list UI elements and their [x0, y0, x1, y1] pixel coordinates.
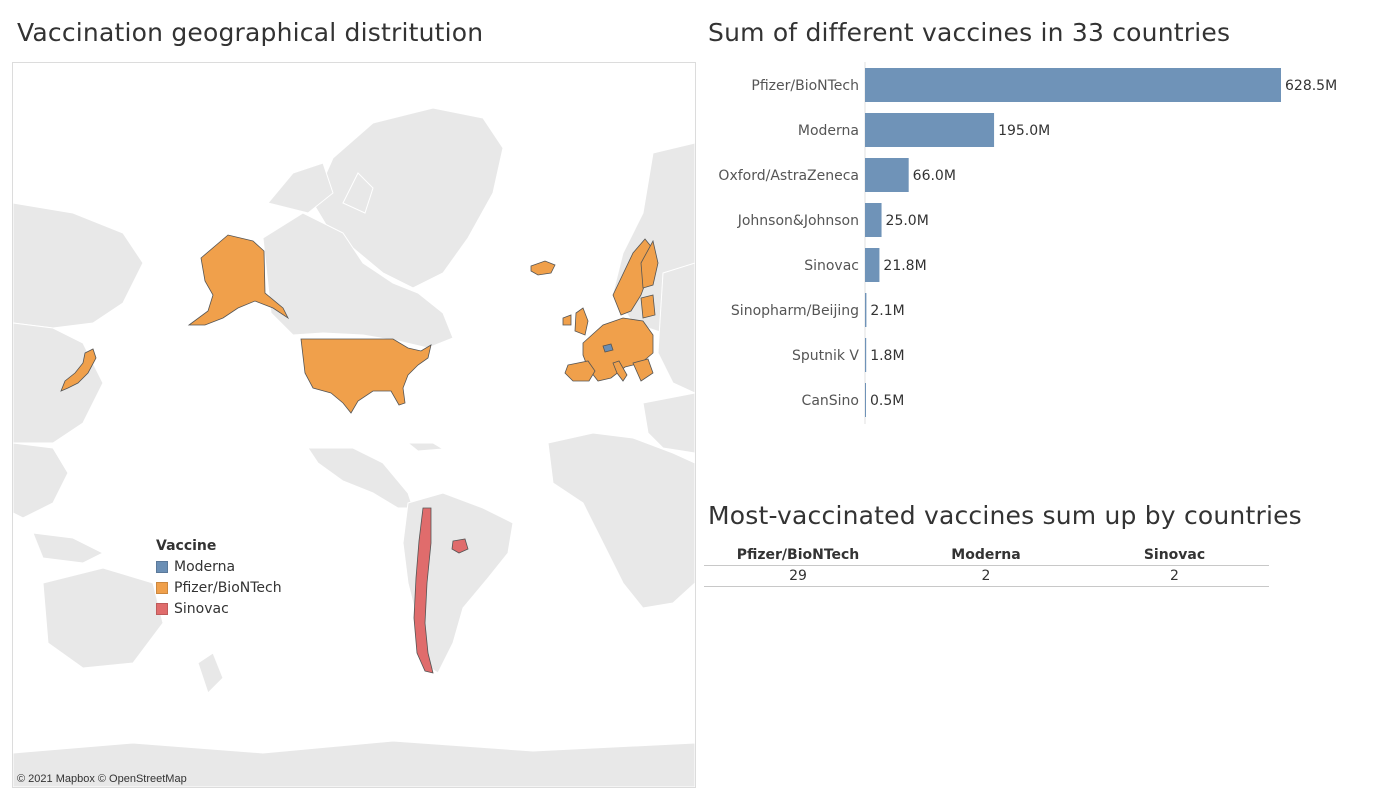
bar-value-label: 0.5M: [870, 393, 904, 409]
japan[interactable]: [60, 348, 97, 392]
uruguay[interactable]: [451, 538, 469, 554]
united-kingdom[interactable]: [574, 307, 589, 336]
bar-category-label: Sinopharm/Beijing: [731, 303, 859, 319]
table-header-cell: Sinovac: [1143, 547, 1206, 563]
bar-value-label: 1.8M: [870, 348, 904, 364]
bar[interactable]: [865, 338, 867, 372]
bar-chart[interactable]: Pfizer/BioNTech 628.5M Moderna 195.0M Oxford…: [700, 60, 1380, 440]
legend-label: Moderna: [174, 558, 236, 575]
table-cell: 2: [981, 568, 991, 584]
bar-value-label: 628.5M: [1285, 78, 1337, 94]
pfizer-countries[interactable]: [60, 234, 659, 414]
bar-chart-title: Sum of different vaccines in 33 countrie…: [708, 18, 1231, 47]
map-attribution[interactable]: © 2021 Mapbox © OpenStreetMap: [17, 773, 187, 785]
chile[interactable]: [413, 507, 434, 674]
baltics[interactable]: [640, 294, 656, 319]
switzerland[interactable]: [602, 343, 614, 353]
bar-value-label: 25.0M: [886, 213, 929, 229]
bar-value-label: 66.0M: [913, 168, 956, 184]
bar[interactable]: [865, 383, 866, 417]
legend-swatch-moderna: [156, 560, 168, 573]
map-legend: Vaccine Moderna Pfizer/BioNTech Sinovac: [156, 538, 282, 619]
bar[interactable]: [865, 248, 880, 282]
bar-category-label: Pfizer/BioNTech: [751, 78, 859, 94]
iberia[interactable]: [564, 360, 596, 382]
table-row[interactable]: 29 2 2: [704, 566, 1269, 587]
alaska[interactable]: [187, 234, 290, 326]
moderna-countries[interactable]: [602, 343, 614, 353]
base-land: [13, 107, 695, 787]
legend-item-sinovac[interactable]: Sinovac: [156, 598, 282, 619]
legend-item-pfizer[interactable]: Pfizer/BioNTech: [156, 577, 282, 598]
summary-table: Pfizer/BioNTech Moderna Sinovac 29 2 2: [704, 545, 1269, 587]
world-map[interactable]: Vaccine Moderna Pfizer/BioNTech Sinovac …: [12, 62, 696, 788]
table-header-row: Pfizer/BioNTech Moderna Sinovac: [704, 545, 1269, 566]
legend-item-moderna[interactable]: Moderna: [156, 556, 282, 577]
bar-category-label: Oxford/AstraZeneca: [718, 168, 859, 184]
legend-label: Pfizer/BioNTech: [174, 579, 282, 596]
ireland[interactable]: [562, 314, 572, 326]
bar-value-label: 2.1M: [870, 303, 904, 319]
table-cell: 2: [1170, 568, 1179, 584]
bar-value-label: 21.8M: [883, 258, 926, 274]
legend-swatch-sinovac: [156, 602, 168, 615]
map-title: Vaccination geographical distritution: [17, 18, 484, 47]
legend-label: Sinovac: [174, 600, 229, 617]
table-cell: 29: [789, 568, 807, 584]
bar-category-label: Sinovac: [804, 258, 859, 274]
bar-value-label: 195.0M: [998, 123, 1050, 139]
legend-swatch-pfizer: [156, 581, 168, 594]
bar[interactable]: [865, 113, 995, 147]
iceland[interactable]: [530, 260, 556, 276]
bar[interactable]: [865, 158, 909, 192]
bar[interactable]: [865, 68, 1281, 102]
sinovac-countries[interactable]: [413, 507, 469, 674]
bar-category-label: Johnson&Johnson: [737, 213, 859, 229]
italy[interactable]: [612, 360, 628, 382]
table-title: Most-vaccinated vaccines sum up by count…: [708, 501, 1302, 530]
bar[interactable]: [865, 203, 882, 237]
table-header-cell: Moderna: [951, 547, 1021, 563]
bar[interactable]: [865, 293, 867, 327]
united-states[interactable]: [300, 338, 432, 414]
bar-category-label: Sputnik V: [792, 348, 859, 364]
balkans[interactable]: [632, 358, 654, 382]
bar-category-label: Moderna: [798, 123, 859, 139]
legend-title: Vaccine: [156, 538, 217, 554]
table-header-cell: Pfizer/BioNTech: [736, 547, 860, 563]
finland[interactable]: [640, 239, 659, 289]
map-canvas[interactable]: [13, 63, 695, 787]
bar-category-label: CanSino: [802, 393, 859, 409]
